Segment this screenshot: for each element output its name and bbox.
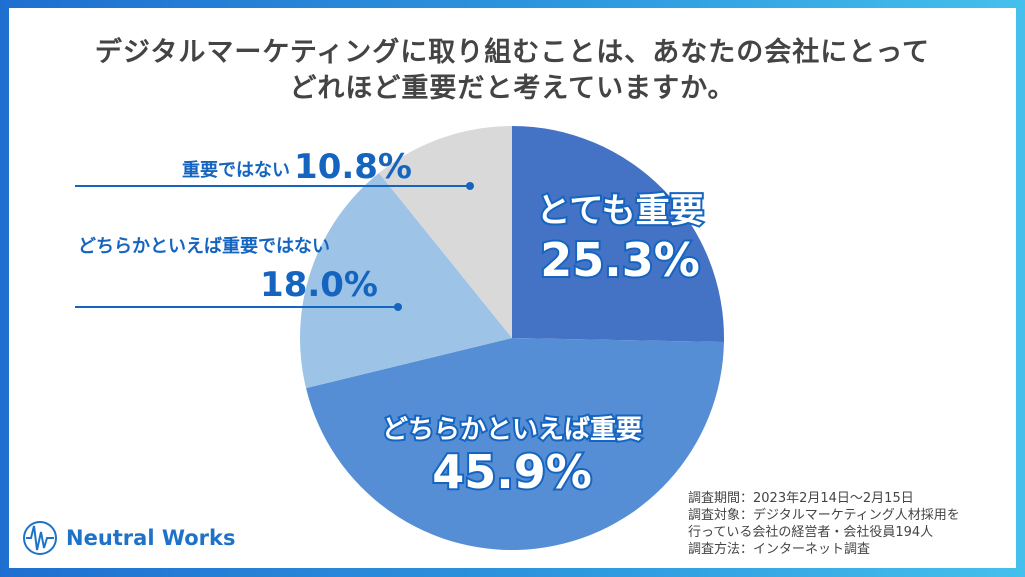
pie-slice (306, 338, 724, 551)
slice-label: どちらかといえば重要 (382, 415, 642, 445)
slice-label: 45.9% (432, 445, 592, 499)
pie-slice (300, 172, 512, 389)
pie-slice (512, 126, 725, 342)
callout-label: 10.8% (294, 147, 412, 187)
callout-label: どちらかといえば重要ではない (78, 235, 330, 257)
slice-label: 25.3% (540, 233, 700, 287)
note-line: 調査対象：デジタルマーケティング人材採用を (688, 508, 960, 523)
chart-title-line1: デジタルマーケティングに取り組むことは、あなたの会社にとって (94, 37, 931, 68)
survey-notes: 調査期間：2023年2月14日～2月15日 調査対象：デジタルマーケティング人材… (688, 490, 960, 558)
note-line: 調査方法：インターネット調査 (688, 542, 871, 557)
note-line: 調査期間：2023年2月14日～2月15日 (688, 491, 914, 506)
logo: Neutral Works (22, 520, 236, 556)
callout-dot (394, 303, 402, 311)
logo-text: Neutral Works (66, 526, 236, 550)
callout-label: 18.0% (260, 265, 378, 305)
callout-label: 重要ではない (182, 159, 290, 181)
chart-title-line2: どれほど重要だと考えていますか。 (289, 73, 736, 104)
callout-dot (466, 182, 474, 190)
slice-label: とても重要 (536, 191, 703, 231)
note-line: 行っている会社の経営者・会社役員194人 (688, 525, 934, 540)
neutral-works-logo-icon (23, 521, 57, 555)
pie-slice (378, 126, 512, 338)
